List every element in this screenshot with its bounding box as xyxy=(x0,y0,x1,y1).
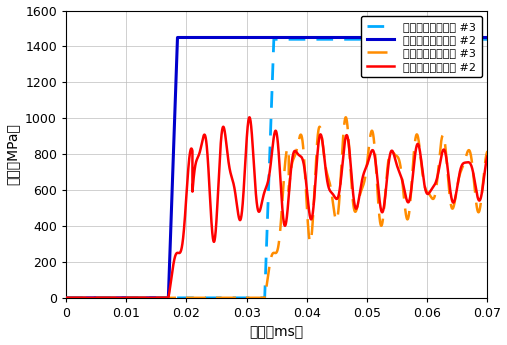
径方向拘束なし， #3 xyxy=(158,296,164,300)
径方向拘束あり， #2 xyxy=(159,296,165,300)
Line: 径方向拘束なし， #3: 径方向拘束なし， #3 xyxy=(66,117,487,298)
径方向拘束なし， #3 xyxy=(161,296,167,300)
径方向拘束なし， #3 xyxy=(159,296,165,300)
径方向拘束あり， #3 xyxy=(271,37,277,41)
径方向拘束なし， #2 xyxy=(159,296,165,300)
径方向拘束あり， #2 xyxy=(158,296,164,300)
径方向拘束なし， #2 xyxy=(246,115,252,119)
径方向拘束なし， #2 xyxy=(484,154,490,158)
径方向拘束なし， #3 xyxy=(222,296,228,300)
径方向拘束あり， #2 xyxy=(174,36,180,40)
Line: 径方向拘束なし， #2: 径方向拘束なし， #2 xyxy=(66,117,487,298)
X-axis label: 時刻（ms）: 時刻（ms） xyxy=(249,325,304,339)
径方向拘束なし， #2 xyxy=(222,130,228,135)
径方向拘束あり， #3 xyxy=(222,296,228,300)
径方向拘束あり， #3 xyxy=(161,296,167,300)
径方向拘束なし， #2 xyxy=(444,158,450,162)
径方向拘束なし， #3 xyxy=(130,296,136,300)
Legend: 径方向拘束あり， #3, 径方向拘束あり， #2, 径方向拘束なし， #3, 径方向拘束なし， #2: 径方向拘束あり， #3, 径方向拘束あり， #2, 径方向拘束なし， #3, 径… xyxy=(361,16,482,77)
径方向拘束なし， #3 xyxy=(484,149,490,153)
径方向拘束あり， #2 xyxy=(130,296,136,300)
径方向拘束なし， #3 xyxy=(343,115,349,119)
径方向拘束あり， #2 xyxy=(484,36,490,40)
径方向拘束あり， #3 xyxy=(159,296,165,300)
Y-axis label: 圧力（MPa）: 圧力（MPa） xyxy=(6,123,20,185)
径方向拘束なし， #3 xyxy=(63,296,69,300)
径方向拘束あり， #3 xyxy=(444,37,450,41)
径方向拘束あり， #3 xyxy=(158,296,164,300)
径方向拘束あり， #2 xyxy=(63,296,69,300)
径方向拘束あり， #3 xyxy=(63,296,69,300)
径方向拘束あり， #2 xyxy=(222,36,228,40)
径方向拘束なし， #3 xyxy=(444,157,450,161)
径方向拘束あり， #3 xyxy=(484,37,490,41)
径方向拘束あり， #2 xyxy=(161,296,167,300)
径方向拘束なし， #2 xyxy=(130,296,136,300)
径方向拘束あり， #2 xyxy=(444,36,450,40)
径方向拘束なし， #2 xyxy=(63,296,69,300)
Line: 径方向拘束あり， #2: 径方向拘束あり， #2 xyxy=(66,38,487,298)
径方向拘束なし， #2 xyxy=(161,296,167,300)
径方向拘束なし， #2 xyxy=(158,296,164,300)
径方向拘束あり， #3 xyxy=(130,296,136,300)
Line: 径方向拘束あり， #3: 径方向拘束あり， #3 xyxy=(66,39,487,298)
